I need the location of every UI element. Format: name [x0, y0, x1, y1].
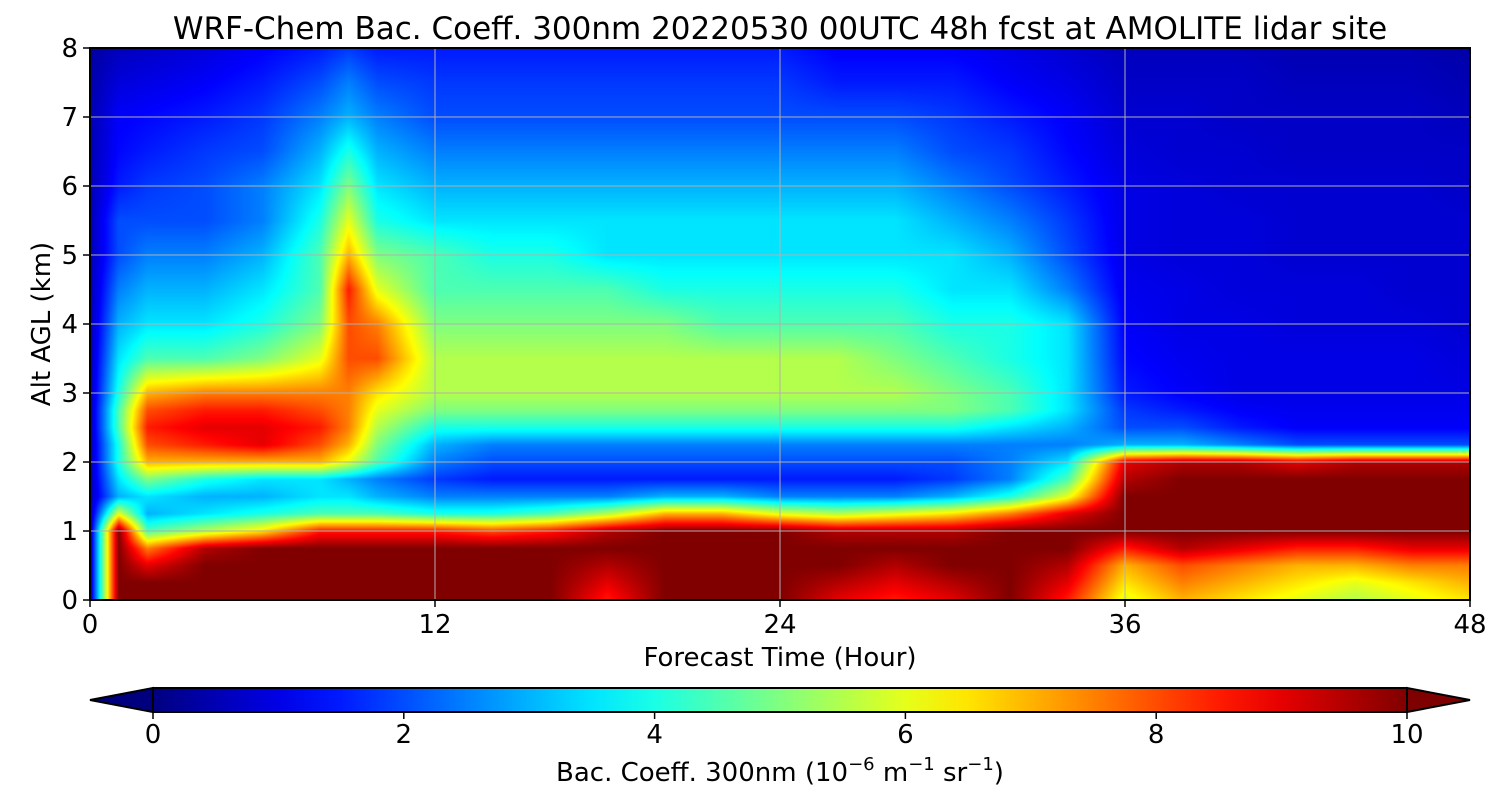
colorbar-tick-label: 8 [1148, 720, 1165, 750]
colorbar-ticks: 0 2 4 6 8 10 [145, 712, 1424, 750]
x-tick-label: 36 [1108, 610, 1141, 640]
colorbar-tick-label: 6 [897, 720, 914, 750]
x-tick-label: 12 [418, 610, 451, 640]
y-tick-label: 3 [61, 379, 78, 409]
y-tick-label: 8 [61, 34, 78, 64]
colorbar-tick-label: 10 [1390, 720, 1423, 750]
colorbar-extend-low [89, 686, 154, 714]
plot-area [89, 47, 1471, 601]
y-tick-label: 2 [61, 448, 78, 478]
y-tick-label: 1 [61, 517, 78, 547]
colorbar-tick-label: 2 [396, 720, 413, 750]
x-tick-label: 0 [82, 610, 99, 640]
colorbar-tick-label: 4 [646, 720, 663, 750]
x-tick-label: 24 [763, 610, 796, 640]
x-axis-label: Forecast Time (Hour) [643, 643, 916, 673]
y-tick-label: 5 [61, 241, 78, 271]
colorbar-gradient [152, 687, 1408, 713]
colorbar: 0 2 4 6 8 10 Bac. Coeff. 300nm (10−6 m−1 sr−1… [89, 686, 1471, 788]
colorbar-tick-label: 0 [145, 720, 162, 750]
chart-title: WRF-Chem Bac. Coeff. 300nm 20220530 00UT… [173, 11, 1387, 47]
y-axis-label: Alt AGL (km) [27, 242, 57, 406]
x-tick-label: 48 [1453, 610, 1486, 640]
colorbar-label: Bac. Coeff. 300nm (10−6 m−1 sr−1) [556, 754, 1004, 788]
y-tick-label: 6 [61, 172, 78, 202]
y-tick-label: 4 [61, 310, 78, 340]
y-tick-label: 0 [61, 586, 78, 616]
y-tick-label: 7 [61, 103, 78, 133]
y-axis: 0 1 2 3 4 5 6 7 8 [61, 34, 90, 616]
colorbar-extend-high [1406, 686, 1471, 714]
x-axis: 0 12 24 36 48 [82, 600, 1487, 640]
